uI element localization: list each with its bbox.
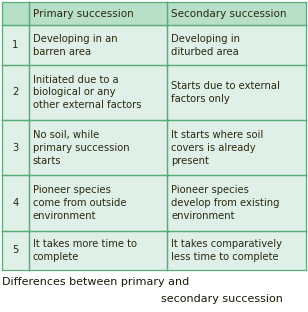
Bar — [167, 26, 306, 65]
Text: Developing in
diturbed area: Developing in diturbed area — [171, 34, 240, 56]
Bar — [29, 231, 167, 270]
Bar — [167, 231, 306, 270]
Bar — [2, 175, 29, 231]
Text: Differences between primary and: Differences between primary and — [2, 277, 189, 287]
Text: 1: 1 — [12, 40, 18, 50]
Bar — [2, 26, 29, 65]
Bar — [29, 2, 167, 26]
Bar — [29, 26, 167, 65]
Text: secondary succession: secondary succession — [161, 294, 283, 304]
Text: It starts where soil
covers is already
present: It starts where soil covers is already p… — [171, 130, 264, 166]
Text: Primary succession: Primary succession — [33, 9, 133, 19]
Bar — [167, 120, 306, 175]
Text: 4: 4 — [12, 198, 18, 208]
Bar — [29, 175, 167, 231]
Bar — [2, 231, 29, 270]
Text: Pioneer species
come from outside
environment: Pioneer species come from outside enviro… — [33, 185, 126, 221]
Text: It takes more time to
complete: It takes more time to complete — [33, 239, 137, 262]
Text: 5: 5 — [12, 245, 18, 255]
Text: 3: 3 — [12, 143, 18, 153]
Text: Developing in an
barren area: Developing in an barren area — [33, 34, 117, 56]
Bar — [167, 2, 306, 26]
Bar — [2, 65, 29, 120]
Text: Secondary succession: Secondary succession — [171, 9, 287, 19]
Bar — [167, 175, 306, 231]
Bar — [167, 65, 306, 120]
Text: It takes comparatively
less time to complete: It takes comparatively less time to comp… — [171, 239, 282, 262]
Text: 2: 2 — [12, 87, 18, 97]
Text: Pioneer species
develop from existing
environment: Pioneer species develop from existing en… — [171, 185, 280, 221]
Text: Initiated due to a
biological or any
other external factors: Initiated due to a biological or any oth… — [33, 75, 141, 110]
Bar — [29, 120, 167, 175]
Bar — [29, 65, 167, 120]
Bar — [2, 2, 29, 26]
Text: No soil, while
primary succession
starts: No soil, while primary succession starts — [33, 130, 129, 166]
Text: Starts due to external
factors only: Starts due to external factors only — [171, 81, 280, 104]
Bar — [2, 120, 29, 175]
